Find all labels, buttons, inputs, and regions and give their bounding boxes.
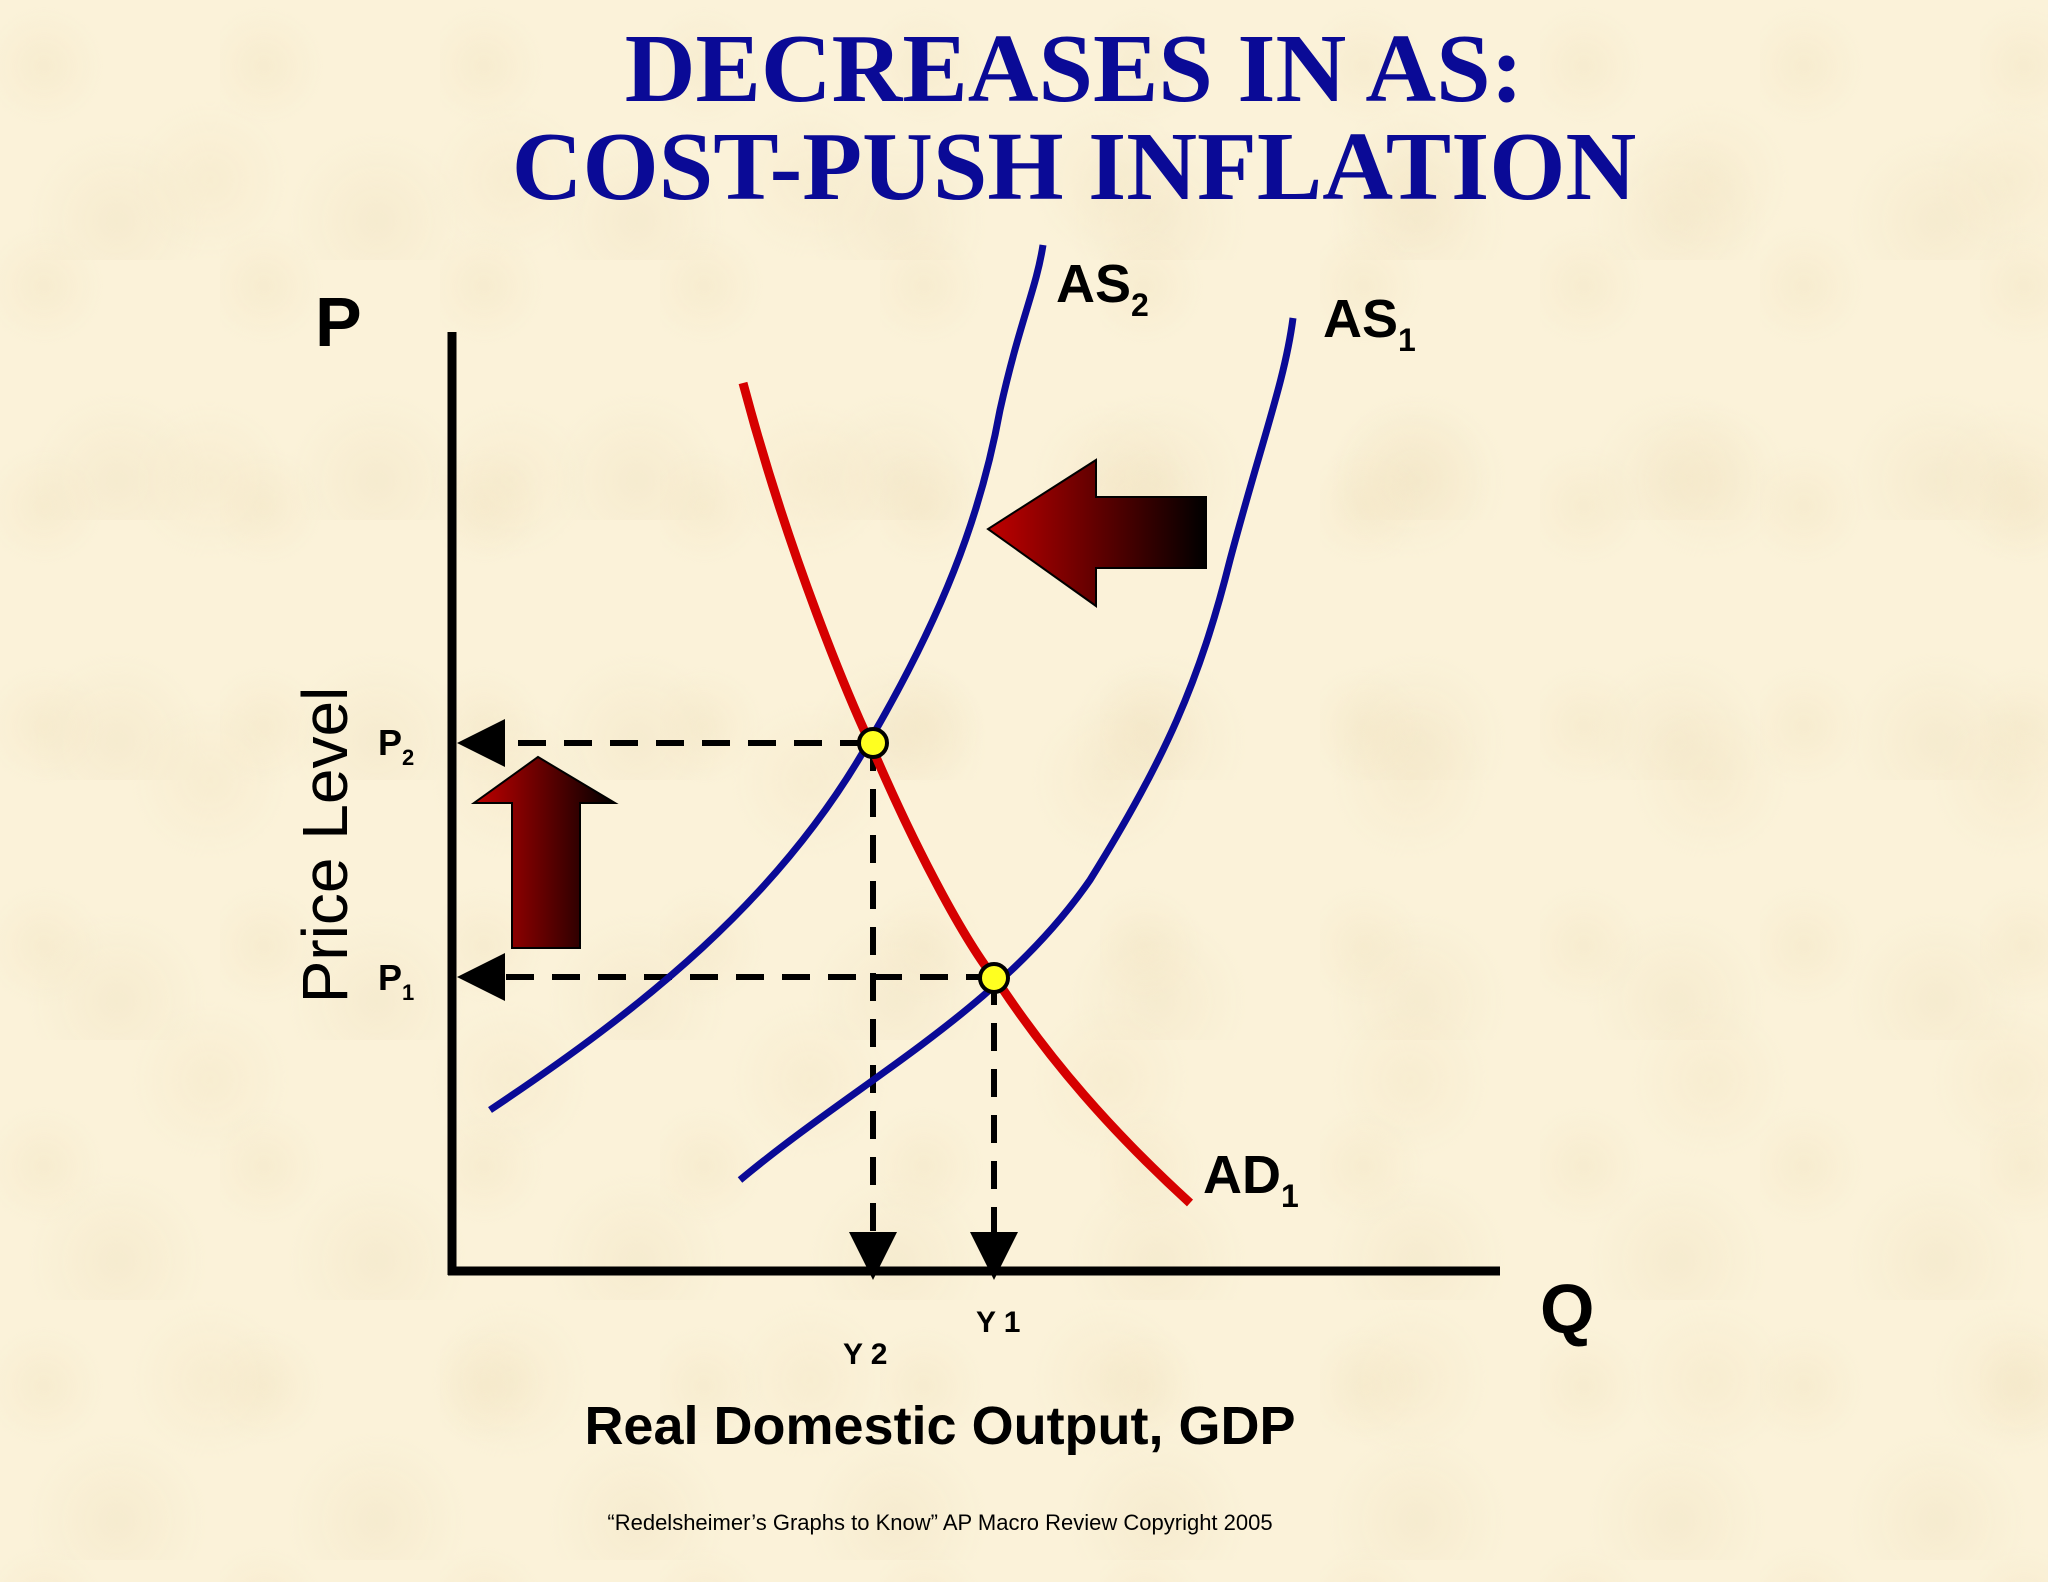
p2-label: P2: [378, 722, 414, 770]
as2-curve: [488, 244, 1047, 1113]
title-line-2: COST-PUSH INFLATION: [511, 113, 1637, 221]
left-shift-arrow: [986, 458, 1207, 608]
as1-curve: [737, 317, 1297, 1183]
ad1-label: AD1: [1203, 1145, 1299, 1214]
ad1-curve: [738, 381, 1194, 1207]
y2-label: Y 2: [843, 1338, 888, 1371]
x-axis-letter: Q: [1540, 1270, 1594, 1348]
as2-label: AS2: [1056, 254, 1149, 323]
y-axis-label: Price Level: [289, 687, 361, 1004]
y1-label: Y 1: [976, 1306, 1021, 1339]
y-axis-letter: P: [315, 283, 362, 361]
copyright-footer: “Redelsheimer’s Graphs to Know” AP Macro…: [607, 1510, 1273, 1535]
title-line-1: DECREASES IN AS:: [624, 15, 1524, 123]
up-price-arrow: [470, 755, 619, 949]
x-axis-label: Real Domestic Output, GDP: [584, 1396, 1296, 1456]
equilibrium-point-2: [857, 727, 889, 759]
p1-label: P1: [378, 957, 414, 1005]
equilibrium-point-1: [978, 962, 1010, 994]
as1-label: AS1: [1323, 289, 1416, 358]
